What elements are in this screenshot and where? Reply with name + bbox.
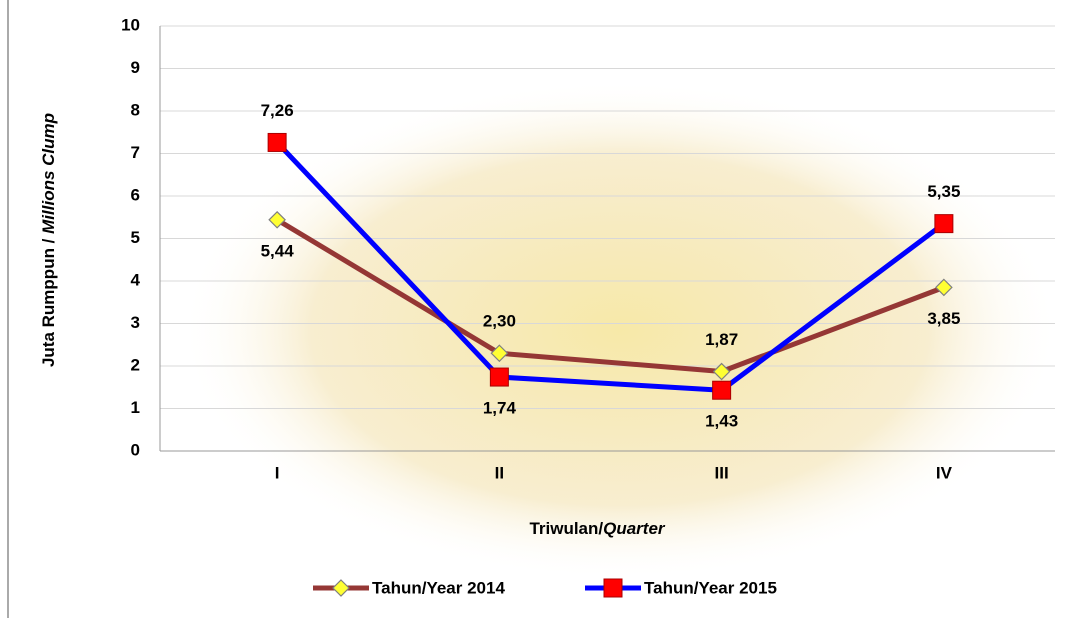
legend-item: Tahun/Year 2014: [313, 578, 505, 597]
x-axis-title: Triwulan/Quarter: [529, 519, 665, 538]
x-axis-title-part: Triwulan/: [529, 519, 603, 538]
marker: [268, 133, 286, 151]
data-label: 2,30: [483, 312, 516, 331]
y-axis-title-part: Juta Rumppun /: [39, 234, 58, 367]
data-label: 5,44: [261, 241, 295, 260]
y-tick-label: 4: [131, 270, 141, 289]
background-image: [180, 80, 1060, 580]
data-label: 1,74: [483, 399, 517, 418]
marker: [604, 579, 622, 597]
legend-label: Tahun/Year 2014: [372, 578, 505, 597]
y-tick-label: 3: [131, 313, 140, 332]
data-label: 1,43: [705, 412, 738, 431]
chart: Juta Rumppun / Millions Clump Triwulan/Q…: [0, 0, 1066, 618]
y-tick-label: 7: [131, 143, 140, 162]
data-label: 3,85: [927, 309, 960, 328]
y-axis-title: Juta Rumppun / Millions Clump: [39, 113, 58, 367]
data-label: 1,87: [705, 330, 738, 349]
x-tick-label: IV: [936, 463, 953, 482]
y-tick-label: 2: [131, 355, 140, 374]
x-axis-title-part: Quarter: [603, 519, 666, 538]
y-tick-label: 0: [131, 440, 140, 459]
y-tick-label: 1: [131, 398, 140, 417]
legend-item: Tahun/Year 2015: [585, 578, 777, 597]
marker: [713, 381, 731, 399]
y-tick-label: 8: [131, 100, 140, 119]
data-label: 7,26: [261, 101, 294, 120]
data-label: 5,35: [927, 182, 960, 201]
x-tick-label: II: [495, 463, 504, 482]
y-tick-label: 5: [131, 228, 140, 247]
y-axis-title-part: Millions Clump: [39, 113, 58, 234]
y-tick-label: 10: [121, 15, 140, 34]
y-tick-label: 9: [131, 58, 140, 77]
marker: [490, 368, 508, 386]
y-tick-label: 6: [131, 185, 140, 204]
x-tick-label: I: [275, 463, 280, 482]
x-tick-label: III: [715, 463, 729, 482]
marker: [935, 215, 953, 233]
legend-label: Tahun/Year 2015: [644, 578, 777, 597]
